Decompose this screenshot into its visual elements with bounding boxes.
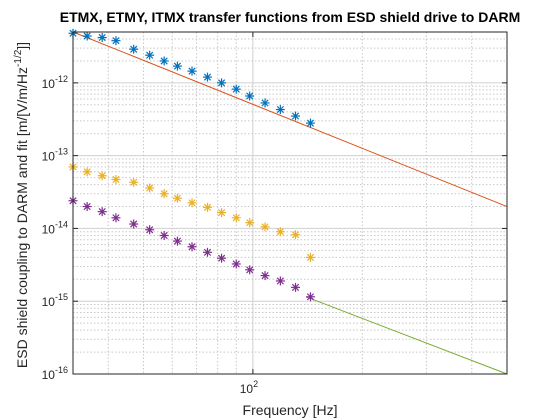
y-tick-exp: -16: [55, 365, 68, 375]
series-3-point: [260, 271, 270, 281]
y-tick-label: 10-14: [42, 219, 68, 236]
y-tick-base: 10: [42, 368, 56, 382]
fit-line-2: [305, 296, 508, 375]
series-3-point: [82, 202, 92, 212]
x-tick-exp: 2: [253, 379, 258, 389]
series-3-point: [97, 207, 107, 217]
series-3-point: [187, 242, 197, 252]
series-2-point: [305, 252, 315, 262]
series-1-point: [231, 84, 241, 94]
series-3-point: [111, 213, 121, 223]
plot-frame: [72, 31, 508, 375]
series-2-point: [172, 193, 182, 203]
series-3-point: [159, 230, 169, 240]
series-1-point: [217, 78, 227, 88]
series-3-point: [145, 225, 155, 235]
series-2-point: [245, 218, 255, 228]
series-2-point: [145, 183, 155, 193]
x-axis-label: Frequency [Hz]: [243, 402, 338, 418]
y-tick-base: 10: [42, 77, 56, 91]
data-points: [68, 28, 315, 302]
y-axis-label: ESD shield coupling to DARM and fit [m/[…: [13, 42, 30, 368]
series-1-point: [145, 50, 155, 60]
series-1-point: [97, 33, 107, 43]
series-2-point: [111, 175, 121, 185]
series-1-point: [305, 118, 315, 128]
series-2-point: [231, 213, 241, 223]
series-3-point: [217, 253, 227, 263]
series-1-point: [291, 111, 301, 121]
series-2-point: [129, 177, 139, 187]
series-2-point: [275, 227, 285, 237]
fit-line-1: [72, 31, 508, 207]
series-2-point: [291, 230, 301, 240]
series-2-point: [159, 189, 169, 199]
series-1-point: [111, 36, 121, 46]
y-axis-label-suffix: ]]: [14, 42, 30, 50]
y-tick-label: 10-15: [42, 292, 68, 309]
series-3-point: [202, 247, 212, 257]
y-tick-exp: -15: [55, 292, 68, 302]
y-tick-label: 10-16: [42, 365, 68, 382]
y-tick-base: 10: [42, 150, 56, 164]
series-3-point: [291, 282, 301, 292]
y-tick-base: 10: [42, 295, 56, 309]
series-1-point: [260, 98, 270, 108]
chart-title: ETMX, ETMY, ITMX transfer functions from…: [60, 9, 521, 25]
series-1-point: [245, 91, 255, 101]
y-tick-label: 10-12: [42, 74, 68, 91]
series-1-point: [82, 31, 92, 41]
series-1-point: [172, 61, 182, 71]
y-tick-label: 10-13: [42, 147, 68, 164]
series-1-point: [202, 72, 212, 82]
series-2-point: [217, 208, 227, 218]
x-tick-label: 102: [240, 379, 258, 396]
series-1-point: [275, 105, 285, 115]
x-tick-base: 10: [240, 382, 254, 396]
fit-lines: [72, 31, 508, 375]
grid-lines: [73, 32, 507, 374]
y-tick-base: 10: [42, 222, 56, 236]
series-3-point: [172, 236, 182, 246]
series-3-point: [129, 219, 139, 229]
y-tick-exp: -13: [55, 147, 68, 157]
y-tick-exp: -14: [55, 219, 68, 229]
y-axis-label-main: ESD shield coupling to DARM and fit [m/[…: [14, 67, 30, 368]
y-axis-label-exp: -1/2: [13, 49, 24, 67]
series-2-point: [187, 198, 197, 208]
series-3-point: [275, 276, 285, 286]
series-2-point: [202, 202, 212, 212]
series-1-point: [187, 66, 197, 76]
series-2-point: [82, 167, 92, 177]
series-3-point: [231, 259, 241, 269]
series-3-point: [245, 265, 255, 275]
series-3-point: [305, 292, 315, 302]
series-2-point: [97, 171, 107, 181]
series-1-point: [129, 44, 139, 54]
y-tick-exp: -12: [55, 74, 68, 84]
series-2-point: [260, 222, 270, 232]
series-1-point: [159, 56, 169, 66]
